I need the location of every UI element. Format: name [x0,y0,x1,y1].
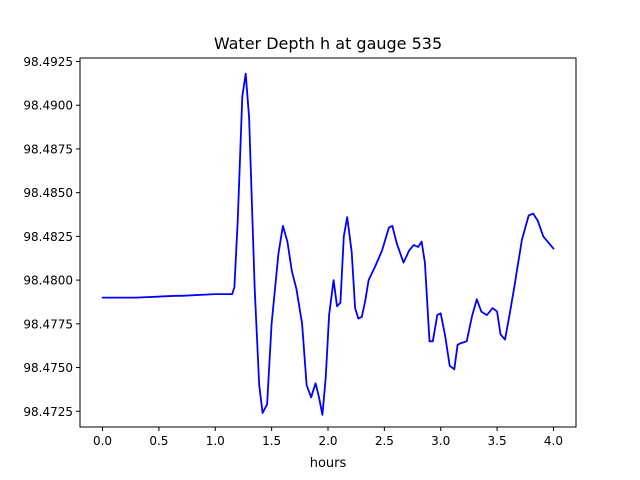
y-tick-label: 98.4875 [23,142,73,156]
series-line [101,72,555,416]
x-tick-label: 3.5 [488,434,507,448]
x-tick-label: 1.0 [206,434,225,448]
x-tick-label: 4.0 [544,434,563,448]
x-tick-label: 0.5 [149,434,168,448]
x-axis-ticks: 0.0 0.5 1.0 1.5 2.0 2.5 3.0 3.5 4.0 [93,427,563,448]
y-tick-label: 98.4725 [23,405,73,419]
y-tick-label: 98.4775 [23,317,73,331]
y-tick-label: 98.4750 [23,361,73,375]
y-tick-label: 98.4925 [23,55,73,69]
x-tick-label: 3.0 [431,434,450,448]
plot-frame [79,57,577,428]
y-tick-label: 98.4800 [23,274,73,288]
x-tick-label: 2.0 [318,434,337,448]
y-tick-label: 98.4825 [23,230,73,244]
x-axis-label: hours [310,456,347,471]
chart-title: Water Depth h at gauge 535 [214,34,442,53]
x-tick-label: 0.0 [93,434,112,448]
x-tick-label: 1.5 [262,434,281,448]
y-axis-ticks: 98.4725 98.4750 98.4775 98.4800 98.4825 98.48… [23,55,80,419]
y-tick-label: 98.4850 [23,186,73,200]
y-tick-label: 98.4900 [23,99,73,113]
x-tick-label: 2.5 [375,434,394,448]
